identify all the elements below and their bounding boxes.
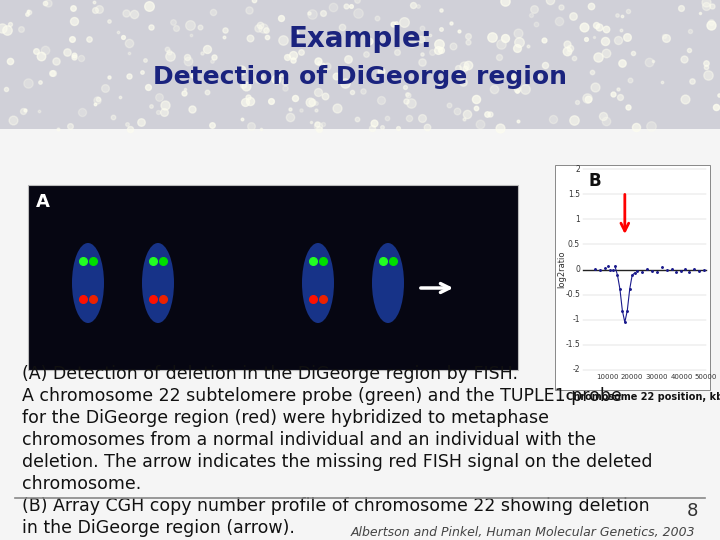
Text: -1.5: -1.5 <box>565 340 580 349</box>
Text: 10000: 10000 <box>596 374 619 380</box>
Bar <box>0 129 720 540</box>
Text: deletion. The arrow indicates the missing red FISH signal on the deleted: deletion. The arrow indicates the missin… <box>22 453 652 471</box>
Text: 1.5: 1.5 <box>568 190 580 199</box>
Text: Albertson and Pinkel, Human Molecular Genetics, 2003: Albertson and Pinkel, Human Molecular Ge… <box>351 525 695 538</box>
Text: 50000: 50000 <box>695 374 717 380</box>
Text: 20000: 20000 <box>621 374 644 380</box>
Text: chromosomes from a normal individual and an individual with the: chromosomes from a normal individual and… <box>22 431 596 449</box>
Text: 1: 1 <box>575 215 580 224</box>
Ellipse shape <box>72 243 104 323</box>
Text: 40000: 40000 <box>670 374 693 380</box>
Text: -0.5: -0.5 <box>565 290 580 299</box>
Text: 0.5: 0.5 <box>568 240 580 249</box>
Text: B: B <box>588 172 600 190</box>
Text: A chromosome 22 subtelomere probe (green) and the TUPLE1 probe: A chromosome 22 subtelomere probe (green… <box>22 387 622 405</box>
Bar <box>28 185 518 370</box>
Bar <box>0 0 720 129</box>
Text: Chromosome 22 position, kb: Chromosome 22 position, kb <box>566 392 720 402</box>
Text: for the DiGeorge region (red) were hybridized to metaphase: for the DiGeorge region (red) were hybri… <box>22 409 549 427</box>
Text: 8: 8 <box>687 502 698 520</box>
Text: 2: 2 <box>575 165 580 173</box>
Text: Example:: Example: <box>288 25 432 53</box>
Text: A: A <box>36 193 50 211</box>
Text: 0: 0 <box>575 265 580 274</box>
Text: 30000: 30000 <box>646 374 668 380</box>
Text: -1: -1 <box>572 315 580 324</box>
Text: (B) Array CGH copy number profile of chromosome 22 showing deletion: (B) Array CGH copy number profile of chr… <box>22 497 649 515</box>
Text: chromosome.: chromosome. <box>22 475 141 493</box>
Ellipse shape <box>142 243 174 323</box>
Text: in the DiGeorge region (arrow).: in the DiGeorge region (arrow). <box>22 519 295 537</box>
Text: -2: -2 <box>572 366 580 375</box>
Text: (A) Detection of deletion in the DiGeorge region by FISH.: (A) Detection of deletion in the DiGeorg… <box>22 365 518 383</box>
Text: Detection of DiGeorge region: Detection of DiGeorge region <box>153 65 567 90</box>
Text: log2ratio: log2ratio <box>557 251 567 288</box>
Bar <box>555 165 710 390</box>
Ellipse shape <box>372 243 404 323</box>
Ellipse shape <box>302 243 334 323</box>
